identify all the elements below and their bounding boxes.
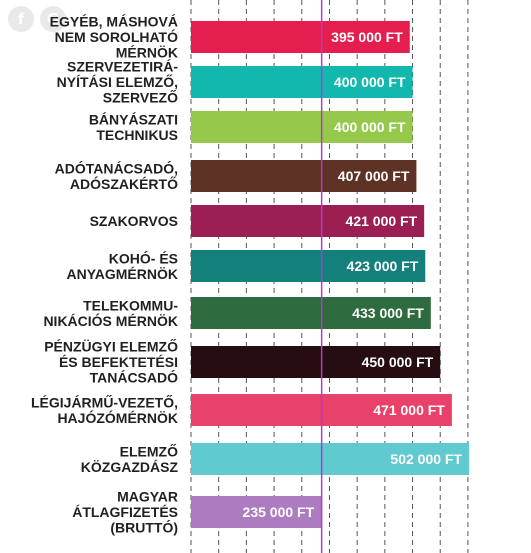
bar	[191, 111, 413, 143]
category-label: ELEMZŐ KÖZGAZDÁSZ	[81, 442, 179, 475]
data-label: 423 000 FT	[347, 258, 419, 274]
category-label: TELEKOMMU-NIKÁCIÓS MÉRNÖK	[43, 297, 178, 329]
data-label: 502 000 FT	[390, 451, 462, 467]
data-label: 235 000 FT	[243, 504, 315, 520]
category-label: EGYÉB, MÁSHOVÁ NEM SOROLHATÓ MÉRNÖK	[50, 14, 178, 61]
bar	[191, 160, 417, 192]
bar	[191, 443, 470, 475]
bar	[191, 205, 425, 237]
data-label: 400 000 FT	[334, 119, 406, 135]
bar	[191, 66, 413, 98]
bar	[191, 250, 426, 282]
category-label: LÉGIJÁRMŰ-VEZETŐ, HAJÓZÓMÉRNÖK	[31, 393, 178, 426]
bar	[191, 297, 431, 329]
facebook-share-button[interactable]: f	[8, 6, 34, 32]
data-label: 450 000 FT	[362, 354, 434, 370]
data-label: 407 000 FT	[338, 168, 410, 184]
category-label: KOHÓ- ÉS ANYAGMÉRNÖK	[67, 249, 179, 282]
facebook-share-icon: f	[17, 10, 25, 28]
category-label: SZAKORVOS	[90, 213, 178, 229]
category-label: BÁNYÁSZATI TECHNIKUS	[89, 111, 178, 143]
data-label: 395 000 FT	[331, 29, 403, 45]
category-label: ADÓTANÁCSADÓ, ADÓSZAKÉRTŐ	[55, 159, 179, 192]
category-label: MAGYAR ÁTLAGFIZETÉS (BRUTTÓ)	[72, 489, 178, 536]
data-label: 400 000 FT	[334, 74, 406, 90]
data-label: 421 000 FT	[346, 213, 418, 229]
data-label: 433 000 FT	[352, 305, 424, 321]
category-label: SZERVEZETIRÁ-NYÍTÁSI ELEMZŐ, SZERVEZŐ	[57, 59, 179, 106]
google-share-icon: G	[46, 10, 60, 28]
category-label: PÉNZÜGYI ELEMZŐ ÉS BEFEKTETÉSI TANÁCSADÓ	[44, 338, 178, 386]
bar	[191, 21, 410, 53]
bar	[191, 346, 441, 378]
google-share-button[interactable]: G	[40, 6, 66, 32]
data-label: 471 000 FT	[373, 402, 445, 418]
bar	[191, 496, 322, 528]
